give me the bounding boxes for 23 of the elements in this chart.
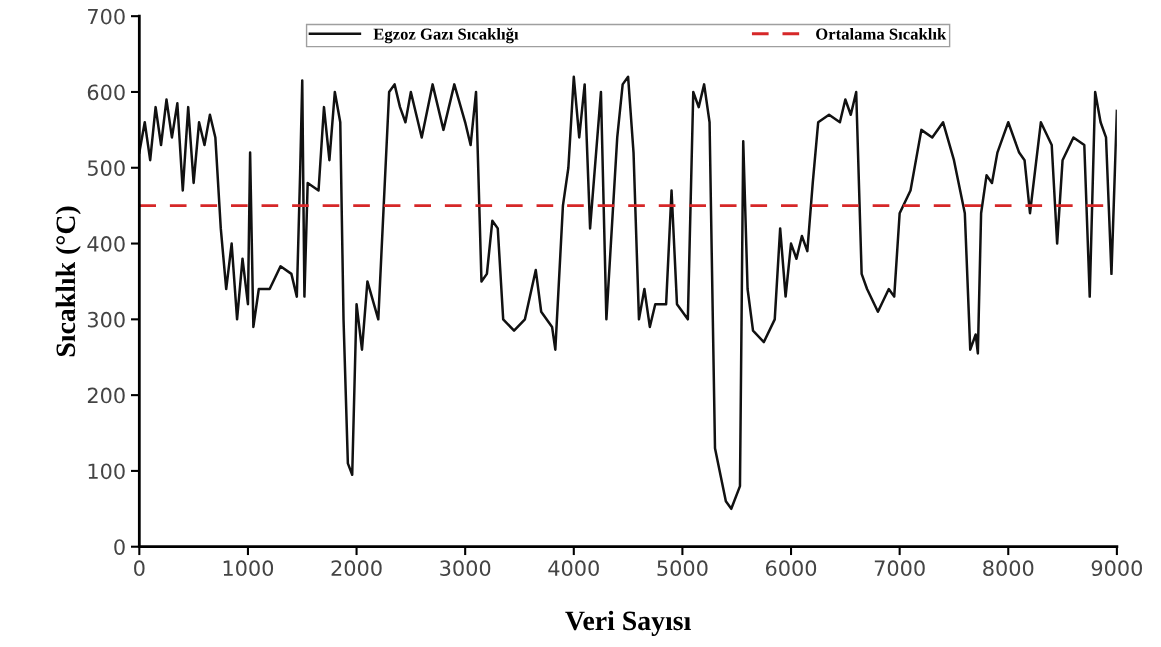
line-series — [139, 75, 1117, 511]
x-axis-title: Veri Sayısı — [565, 610, 691, 636]
y-tick-label: 0 — [114, 539, 125, 555]
y-tick-label: 200 — [87, 387, 125, 404]
x-tick-label: 6000 — [765, 560, 817, 577]
x-tick-label: 1000 — [223, 560, 274, 577]
y-tick-label: 500 — [87, 160, 125, 176]
y-tick-label: 400 — [87, 236, 125, 252]
x-tick-label: 0 — [134, 560, 145, 577]
x-tick-label: 4000 — [548, 560, 599, 577]
legend-label: Egzoz Gazı Sıcaklığı — [373, 27, 519, 44]
x-tick-label: 7000 — [874, 560, 925, 577]
y-tick-label: 700 — [88, 8, 125, 25]
x-tick-label: 8000 — [983, 560, 1034, 577]
x-tick-label: 2000 — [331, 560, 382, 577]
y-tick-label: 100 — [88, 463, 125, 480]
x-tick-label: 5000 — [657, 560, 708, 577]
x-tick-label: 3000 — [440, 560, 491, 577]
legend-label: Ortalama Sıcaklık — [816, 28, 947, 40]
y-tick-label: 600 — [87, 84, 125, 101]
y-tick-label: 300 — [87, 311, 125, 328]
x-tick-label: 9000 — [1091, 560, 1143, 577]
y-axis-title: Sıcaklık (°C) — [55, 206, 81, 357]
